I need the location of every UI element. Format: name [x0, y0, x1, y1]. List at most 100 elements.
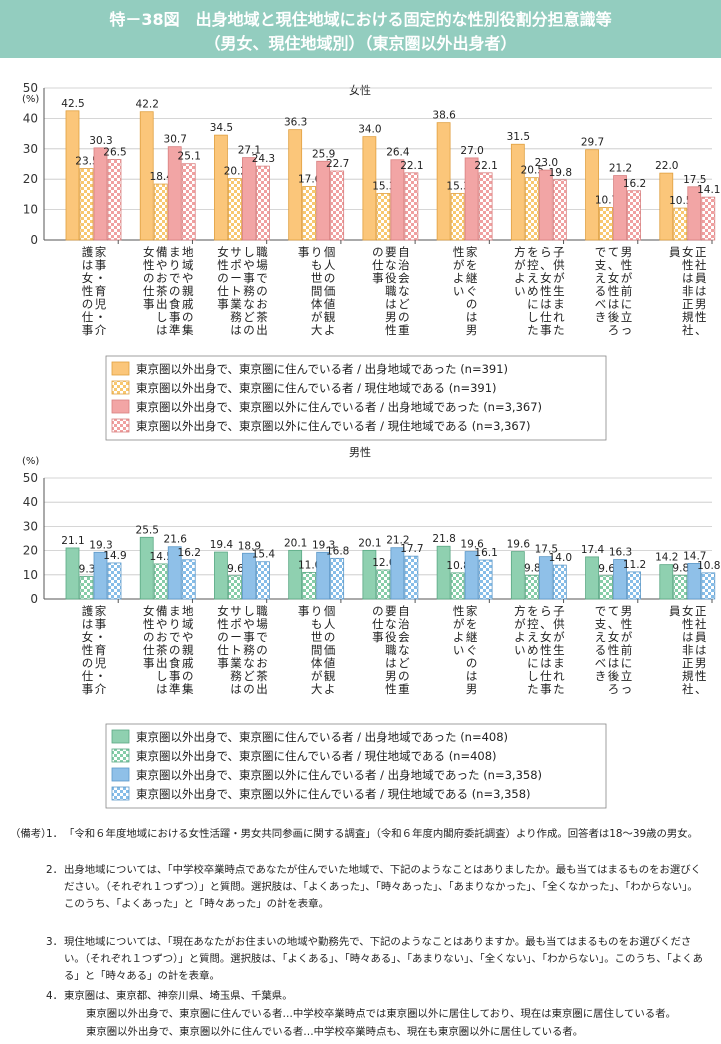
bar-value-label: 16.2 [178, 547, 201, 559]
category-label: 正社員は男性、女性は非正規社員 [669, 604, 707, 696]
category-label: 個人の価値観よりも世間体が大事 [298, 604, 336, 696]
y-tick-label: 0 [30, 592, 38, 606]
bar [330, 170, 345, 241]
note-4: 4． 東京圏は、東京都、神奈川県、埼玉県、千葉県。 [46, 988, 704, 1005]
bar-value-label: 14.0 [549, 552, 572, 564]
note-3-number: 3． [46, 936, 64, 948]
legend-frame [105, 723, 607, 809]
legend-swatch [111, 786, 130, 801]
bar [362, 549, 377, 600]
y-tick-label: 0 [30, 233, 38, 247]
bar [93, 147, 108, 241]
bar-value-label: 14.1 [697, 184, 720, 196]
bar [436, 122, 451, 241]
bar-value-label: 26.4 [386, 147, 410, 159]
bar [552, 179, 567, 241]
bar [228, 575, 242, 600]
bar [214, 551, 228, 600]
bar-value-label: 42.5 [61, 98, 84, 110]
bar-value-label: 19.6 [460, 539, 484, 551]
y-tick-label: 20 [23, 544, 38, 558]
legend-swatch [111, 418, 130, 433]
bar-value-label: 21.8 [432, 533, 455, 545]
bar-value-label: 9.8 [524, 562, 541, 574]
y-tick-label: 40 [23, 495, 38, 509]
bar [404, 555, 419, 600]
bar [376, 193, 391, 241]
chart-title: 男性 [349, 445, 371, 459]
bar [673, 207, 688, 241]
y-tick-label: 20 [23, 172, 38, 186]
bar-value-label: 12.0 [372, 557, 395, 569]
bar-value-label: 25.9 [312, 148, 335, 160]
figure-title: 特－38図 出身地域と現住地域における固定的な性別役割分担意識等 [109, 10, 612, 29]
female-chart: 女性 (%) 0 10 20 30 40 50 42.5 23.5 30.326.5 家事・育児・介護… [22, 81, 720, 441]
bar [256, 561, 270, 600]
category-label: 子供が生まれたら、女性は仕事を控えめにした方がよい [514, 604, 565, 696]
category-label: 家を継ぐのは男性がよい [453, 604, 478, 696]
bar-value-label: 19.3 [312, 539, 335, 551]
bar-value-label: 10.7 [595, 194, 618, 206]
y-tick-label: 30 [23, 519, 38, 533]
category-label: 職場でのお茶出しや事務などのサポート業務は女性の仕事 [217, 604, 268, 696]
legend-entry: 東京圏以外出身で、東京圏に住んでいる者 / 出身地域であった (n=408) [136, 730, 508, 744]
bar-value-label: 22.1 [400, 160, 423, 172]
bar-value-label: 17.5 [683, 174, 706, 186]
bar-value-label: 21.2 [386, 535, 409, 547]
bar [701, 196, 716, 241]
bar-value-label: 27.0 [460, 145, 483, 157]
bar [107, 159, 122, 241]
bar [538, 556, 553, 600]
category-label: 子供が生まれたら、女性は仕事を控えめにした方がよい [514, 245, 565, 337]
bar [316, 160, 331, 241]
bar [167, 146, 182, 241]
bar [478, 559, 493, 600]
bar [181, 163, 196, 241]
y-tick-label: 50 [23, 471, 38, 485]
bar-value-label: 36.3 [284, 117, 307, 129]
bar [65, 110, 80, 241]
bar-value-label: 20.5 [521, 165, 544, 177]
figure-title-bar: 特－38図 出身地域と現住地域における固定的な性別役割分担意識等 （男女、現住地… [0, 0, 721, 58]
bar-value-label: 23.0 [535, 157, 558, 169]
bar [65, 547, 80, 600]
bar-value-label: 26.5 [103, 146, 126, 158]
bar [613, 559, 627, 600]
y-tick-label: 50 [23, 81, 38, 95]
bar [404, 172, 419, 241]
bar-value-label: 14.2 [655, 552, 678, 564]
category-label: 自治会などの重要な役職は男性の仕事 [372, 604, 410, 696]
bar [139, 536, 154, 600]
bar [450, 193, 465, 241]
category-label: 家事・育児・介護は女性の仕事 [82, 245, 107, 337]
bar-value-label: 10.8 [697, 560, 720, 572]
bar [302, 571, 317, 600]
bar [376, 569, 391, 600]
bar-value-label: 19.4 [210, 539, 234, 551]
bar-value-label: 19.3 [89, 539, 112, 551]
bar-value-label: 34.5 [210, 122, 233, 134]
legend-entry: 東京圏以外出身で、東京圏以外に住んでいる者 / 現住地域である (n=3,358… [136, 787, 531, 801]
bar-value-label: 17.5 [535, 544, 558, 556]
bar-value-label: 16.3 [609, 547, 632, 559]
note-4-number: 4． [46, 990, 64, 1002]
bar [79, 576, 94, 600]
bar [524, 177, 539, 241]
bar-value-label: 30.7 [164, 134, 187, 146]
legend-entry: 東京圏以外出身で、東京圏に住んでいる者 / 出身地域であった (n=391) [136, 362, 508, 376]
bar [316, 551, 331, 600]
note-1-text: 「令和６年度地域における女性活躍・男女共同参画に関する調査」（令和６年度内閣府委… [64, 828, 699, 840]
legend-swatch [111, 767, 130, 782]
bar-value-label: 15.3 [446, 180, 469, 192]
bar [687, 186, 702, 241]
y-tick-label: 30 [23, 142, 38, 156]
bar-value-label: 9.3 [79, 563, 96, 575]
note-4-text: 東京圏は、東京都、神奈川県、埼玉県、千葉県。 [64, 990, 293, 1002]
bar [79, 168, 94, 241]
bar-value-label: 10.8 [446, 560, 469, 572]
category-label: 個人の価値観よりも世間体が大事 [298, 245, 336, 337]
legend-entry: 東京圏以外出身で、東京圏に住んでいる者 / 現住地域である (n=408) [136, 749, 497, 763]
bar-value-label: 22.7 [326, 158, 349, 170]
bar-value-label: 16.2 [623, 178, 646, 190]
bar-value-label: 42.2 [136, 99, 159, 111]
